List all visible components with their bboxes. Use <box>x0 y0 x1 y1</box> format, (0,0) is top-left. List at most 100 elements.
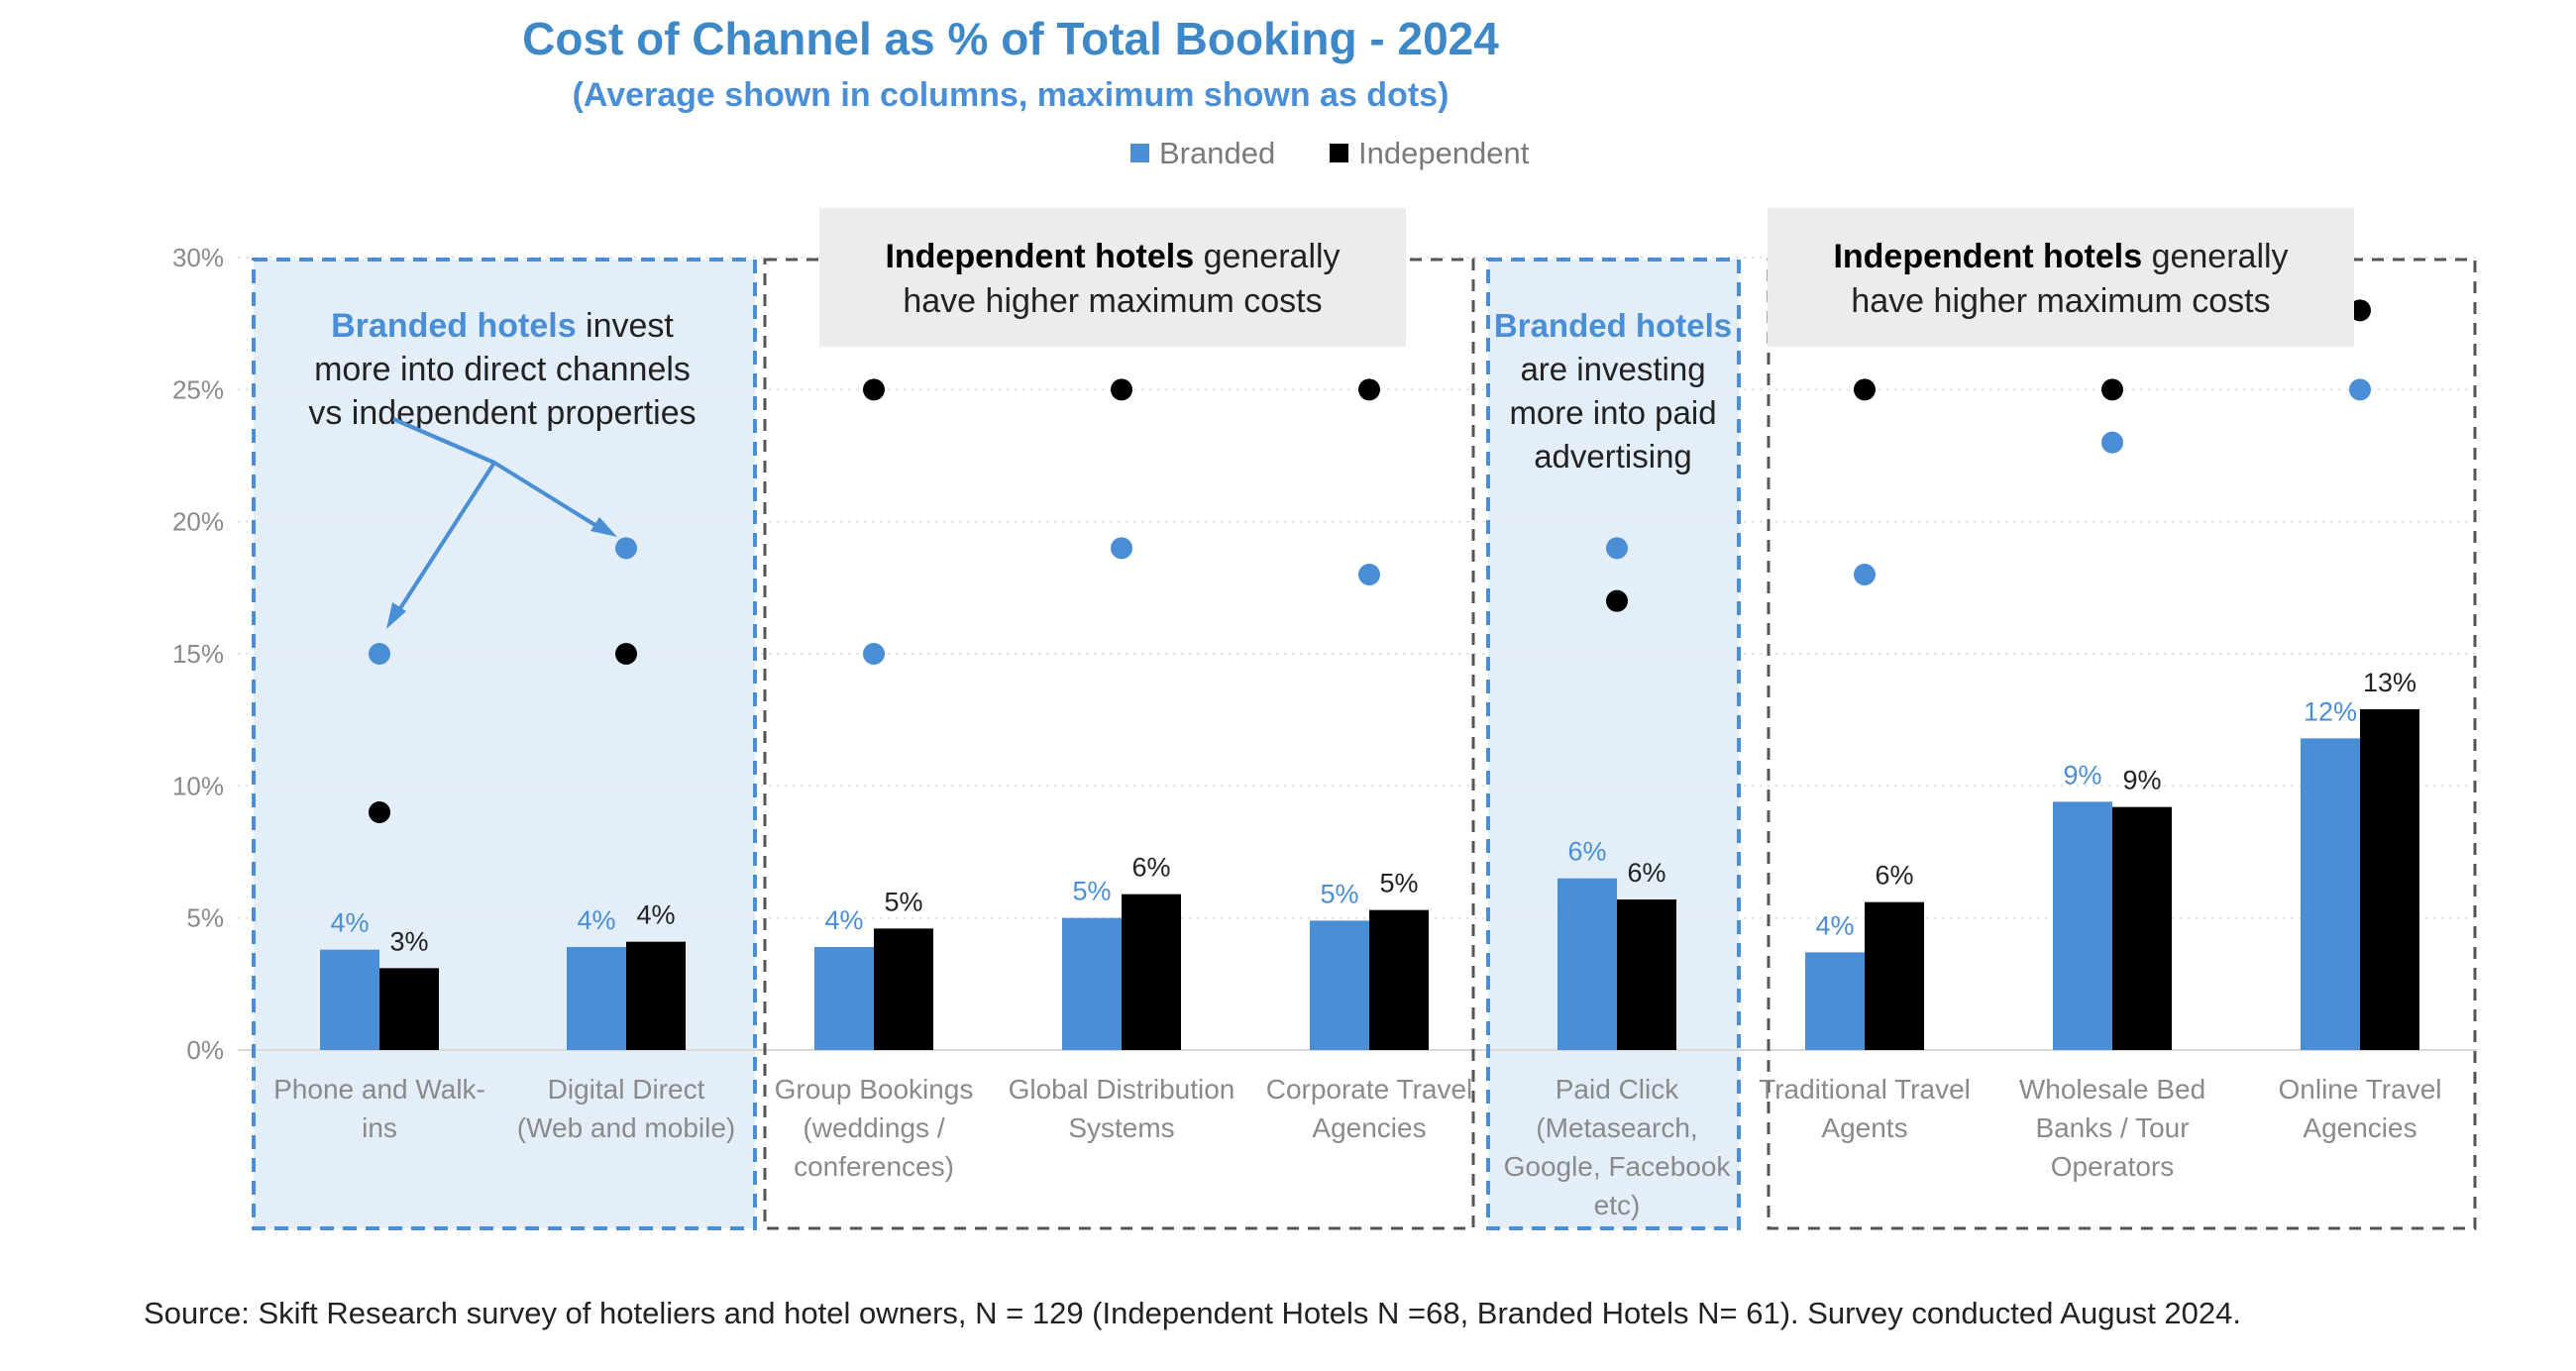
max-dot-independent <box>2101 378 2123 401</box>
x-category-label-line: Corporate Travel <box>1266 1074 1473 1105</box>
bar-branded <box>2301 738 2360 1050</box>
annotation-paid-click: Branded hotels are investing more into pai… <box>1494 307 1732 475</box>
data-label-independent: 5% <box>1379 869 1418 898</box>
legend: Branded Independent <box>1130 136 1530 170</box>
bar-branded <box>1062 917 1122 1050</box>
y-axis: 0% 5% 10% 15% 20% 25% 30% <box>172 243 224 1065</box>
annotation-bold: Independent hotels <box>885 238 1194 275</box>
data-label-independent: 6% <box>1875 861 1913 891</box>
bar-branded <box>1557 878 1617 1050</box>
bar-branded <box>2053 801 2112 1050</box>
bar-independent <box>2112 806 2172 1050</box>
x-category-label-line: Google, Facebook <box>1504 1151 1732 1182</box>
data-label-independent: 6% <box>1131 853 1170 883</box>
highlight-paid-click <box>1488 260 1739 1228</box>
box-paid-click <box>1486 258 1741 1230</box>
x-category-label-line: Traditional Travel <box>1759 1074 1971 1105</box>
x-category-label: Corporate Travel Agencies <box>1266 1074 1473 1143</box>
annotation-text: are investing <box>1520 351 1705 387</box>
x-category-label: Global Distribution Systems <box>1009 1074 1235 1143</box>
max-dot-independent <box>1111 378 1132 401</box>
data-label-branded: 6% <box>1567 837 1606 867</box>
data-label-branded: 4% <box>330 908 369 938</box>
x-category-label-line: Agencies <box>1312 1112 1426 1143</box>
y-tick-label: 0% <box>186 1035 224 1065</box>
data-label-independent: 5% <box>884 887 922 916</box>
x-category-label-line: Agents <box>1821 1112 1907 1143</box>
bar-independent <box>2360 709 2419 1050</box>
x-category-label: Paid Click (Metasearch, Google, Facebook et… <box>1504 1074 1732 1220</box>
legend-label-independent: Independent <box>1358 136 1530 170</box>
highlight-regions <box>254 260 1739 1228</box>
data-label-independent: 13% <box>2363 668 2416 697</box>
data-label-independent: 6% <box>1627 858 1665 888</box>
max-dot-branded <box>615 537 637 560</box>
annotation-text: invest <box>577 307 675 345</box>
max-dot-branded <box>1111 537 1132 560</box>
bar-independent <box>1617 899 1676 1050</box>
annotation-independent-max: Independent hotels generally have higher … <box>885 238 1340 320</box>
data-label-independent: 9% <box>2122 766 2161 795</box>
annotations: Branded hotels invest more into direct ch… <box>308 208 2354 475</box>
max-dot-independent <box>863 378 885 401</box>
x-category-label: Online Travel Agencies <box>2279 1074 2442 1143</box>
annotation-text: generally <box>2142 238 2288 275</box>
max-dot-branded <box>2349 378 2371 401</box>
y-tick-label: 20% <box>172 507 224 537</box>
annotation-text: have higher maximum costs <box>903 282 1322 320</box>
x-category-label-line: Digital Direct <box>548 1074 705 1105</box>
y-tick-label: 5% <box>186 903 224 933</box>
x-category-label-line: etc) <box>1594 1190 1641 1220</box>
bar-independent <box>1865 901 1924 1050</box>
data-label-branded: 5% <box>1072 877 1111 906</box>
data-label-independent: 4% <box>636 900 675 930</box>
annotation-text: generally <box>1194 238 1340 275</box>
bar-independent <box>626 941 686 1050</box>
x-axis-labels: Phone and Walk-ins Digital Direct (Web and… <box>273 1074 2441 1220</box>
max-dot-independent <box>615 643 637 665</box>
x-category-label-line: Global Distribution <box>1009 1074 1235 1105</box>
bar-independent <box>1122 894 1181 1050</box>
max-dot-branded <box>1358 564 1380 585</box>
x-category-label-line: Banks / Tour <box>2035 1112 2189 1143</box>
bar-branded <box>320 949 379 1050</box>
annotation-text: more into direct channels <box>314 351 691 388</box>
bar-branded <box>1310 920 1369 1050</box>
legend-swatch-branded <box>1130 144 1149 162</box>
x-category-label-line: Operators <box>2051 1151 2175 1182</box>
x-category-label: Digital Direct (Web and mobile) <box>517 1074 735 1143</box>
max-dot-independent <box>1854 378 1876 401</box>
max-dot-branded <box>1854 564 1876 585</box>
x-category-label-line: Systems <box>1068 1112 1174 1143</box>
x-category-label: Traditional Travel Agents <box>1759 1074 1971 1143</box>
box-direct-channels <box>252 258 757 1230</box>
annotation-text: more into paid <box>1509 394 1716 431</box>
bar-branded <box>1805 952 1865 1050</box>
max-dot-independent <box>1606 589 1628 612</box>
y-tick-label: 25% <box>172 374 224 404</box>
y-tick-label: 10% <box>172 771 224 800</box>
x-category-label: Wholesale Bed Banks / Tour Operators <box>2019 1074 2205 1182</box>
y-tick-label: 15% <box>172 639 224 669</box>
data-label-branded: 4% <box>1815 910 1854 940</box>
annotation-bold: Branded hotels <box>1494 307 1732 344</box>
chart-subtitle: (Average shown in columns, maximum shown… <box>573 76 1449 114</box>
x-category-label-line: Online Travel <box>2279 1074 2442 1105</box>
annotation-text: advertising <box>1534 438 1692 475</box>
max-dot-independent <box>369 801 390 823</box>
bar-branded <box>814 947 874 1050</box>
data-label-independent: 3% <box>389 926 428 956</box>
direct-channels-arrow <box>386 417 617 629</box>
data-label-branded: 12% <box>2304 696 2357 726</box>
max-dot-branded <box>1606 537 1628 560</box>
source-note: Source: Skift Research survey of hotelie… <box>144 1296 2241 1330</box>
max-dot-branded <box>2101 431 2123 454</box>
annotation-box-background <box>819 208 1406 347</box>
legend-label-branded: Branded <box>1159 136 1275 170</box>
annotation-bold: Branded hotels <box>331 307 576 345</box>
max-dots <box>369 299 2371 823</box>
x-category-label-line: Paid Click <box>1556 1074 1679 1105</box>
y-tick-label: 30% <box>172 243 224 272</box>
box-agencies <box>1767 258 2477 1230</box>
